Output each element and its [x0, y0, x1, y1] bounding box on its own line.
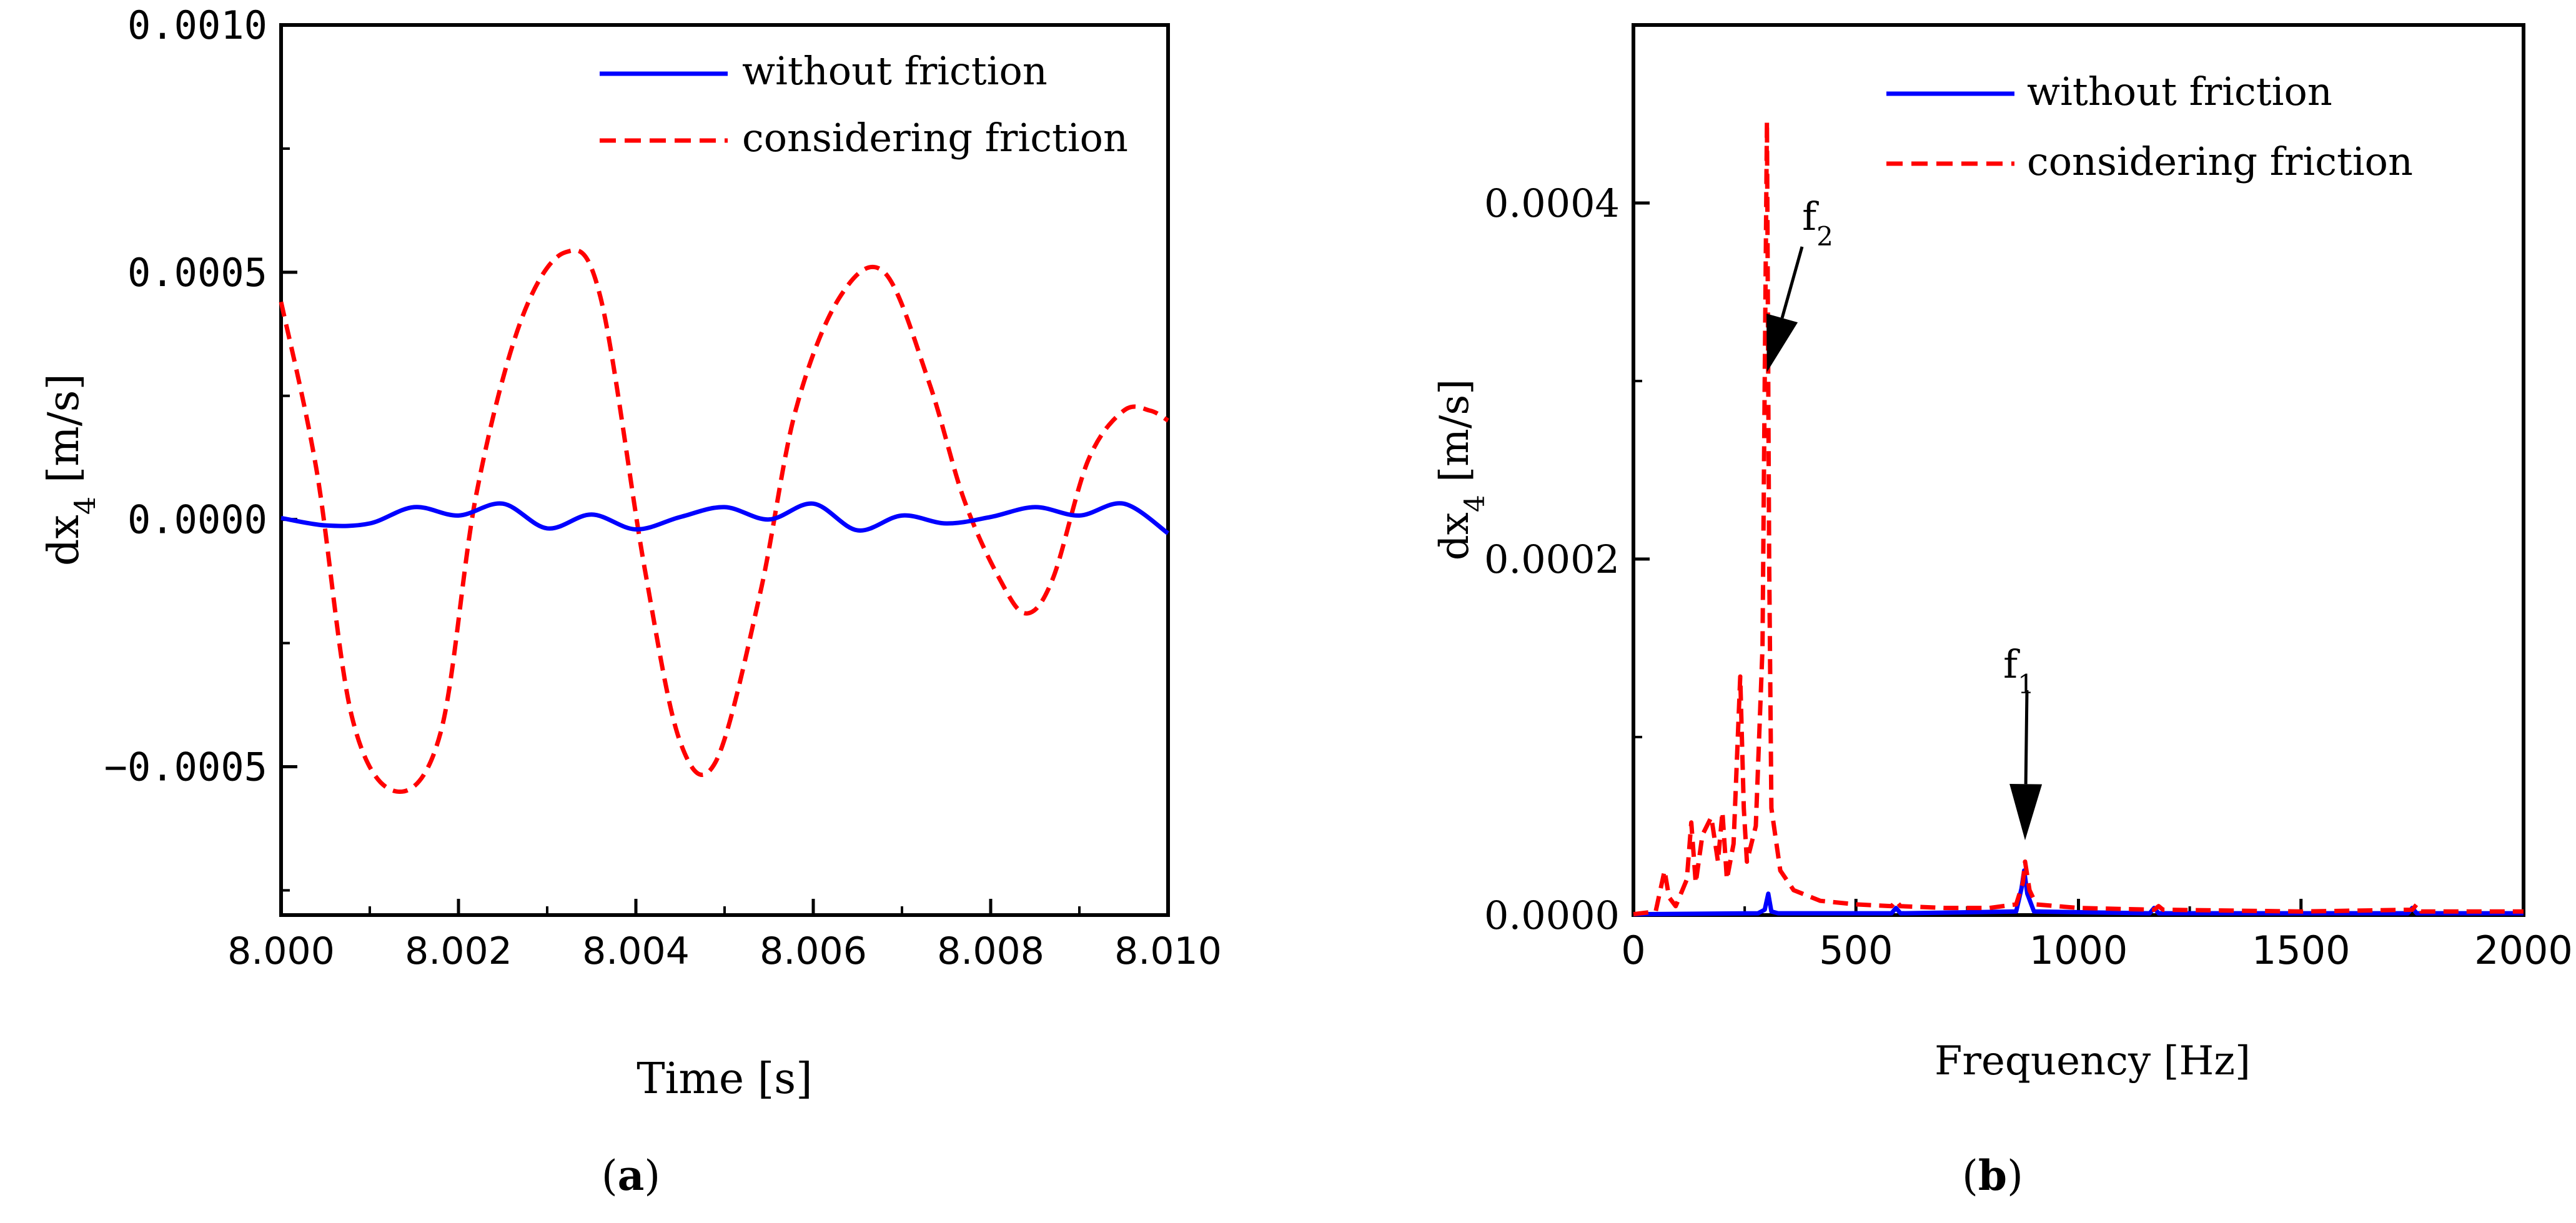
- panel-label-a-letter: a: [618, 1151, 645, 1200]
- y-tick-label: 0.0000: [127, 497, 267, 543]
- x-tick-label: 1000: [2029, 928, 2128, 973]
- series-line-without-friction: [280, 501, 1170, 535]
- y-axis-title-a-subscript: 4: [68, 497, 102, 515]
- y-axis-title-b: dx4 [m/s]: [1432, 379, 1491, 560]
- series-line-considering-friction: [279, 248, 1169, 795]
- x-tick-label: 2000: [2474, 928, 2573, 973]
- panel-label-b: (b): [1962, 1151, 2023, 1200]
- x-tick-label: 1500: [2252, 928, 2351, 973]
- x-tick-label: 0: [1621, 928, 1645, 973]
- annotation-arrow-head: [2009, 783, 2043, 841]
- x-tick-label: 8.002: [405, 929, 512, 973]
- x-tick-label: 500: [1819, 928, 1893, 973]
- annotation-arrow-shaft: [1780, 246, 1804, 319]
- y-axis-title-a: dx4 [m/s]: [39, 374, 102, 566]
- x-tick-label: 8.008: [937, 929, 1044, 973]
- series-line-considering-friction: [1633, 119, 2524, 917]
- legend-label-considering-friction-a: considering friction: [742, 115, 1128, 161]
- y-tick-label: 0.0002: [1484, 537, 1620, 582]
- x-tick-label: 8.006: [760, 929, 867, 973]
- annotation-label-subscript: 1: [2018, 669, 2034, 700]
- y-axis-title-b-main: dx: [1432, 512, 1478, 560]
- x-axis-title-b: Frequency [Hz]: [1934, 1038, 2251, 1084]
- y-tick-label: 0.0000: [1484, 893, 1620, 938]
- panel-label-b-letter: b: [1978, 1151, 2007, 1200]
- y-axis-title-a-main: dx: [39, 515, 89, 566]
- y-axis-title-a-unit: [m/s]: [39, 374, 89, 497]
- y-tick-label: 0.0004: [1484, 181, 1620, 226]
- legend-a: without friction considering friction: [600, 48, 1128, 161]
- y-axis-title-b-unit: [m/s]: [1432, 379, 1478, 495]
- annotation-label-f1: f1: [2003, 641, 2034, 700]
- y-tick-label: −0.0005: [104, 745, 267, 790]
- x-axis-title-a: Time [s]: [637, 1054, 812, 1104]
- panel-b: 0.0004 0.0002 0.0000 0 500 1000 1500 2000 with…: [1432, 23, 2573, 1200]
- panel-label-a: (a): [602, 1151, 660, 1200]
- y-axis-title-b-subscript: 4: [1459, 495, 1491, 512]
- x-tick-label: 8.004: [582, 929, 690, 973]
- legend-label-considering-friction-b: considering friction: [2027, 139, 2413, 184]
- x-tick-label: 8.000: [227, 929, 335, 973]
- x-ticks-a: 8.000 8.002 8.004 8.006 8.008 8.010: [227, 899, 1222, 973]
- legend-b: without friction considering friction: [1886, 69, 2413, 184]
- annotation-label-main: f: [2003, 641, 2020, 687]
- series-b: [1633, 119, 2524, 917]
- annotation-arrow-head: [1766, 314, 1798, 372]
- x-tick-label: 8.010: [1114, 929, 1222, 973]
- y-ticks-b: 0.0004 0.0002 0.0000: [1484, 24, 1650, 938]
- annotation-arrow-shaft: [2024, 690, 2029, 785]
- y-tick-label: 0.0005: [127, 250, 267, 295]
- series-a: [279, 248, 1170, 795]
- legend-label-without-friction-b: without friction: [2027, 69, 2332, 114]
- annotation-label-f2: f2: [1802, 194, 1833, 252]
- annotation-label-main: f: [1802, 194, 1819, 239]
- y-tick-label: 0.0010: [127, 2, 267, 48]
- legend-label-without-friction-a: without friction: [742, 48, 1048, 94]
- annotation-label-subscript: 2: [1816, 221, 1833, 252]
- y-ticks-a: 0.0010 0.0005 0.0000 −0.0005: [104, 2, 297, 892]
